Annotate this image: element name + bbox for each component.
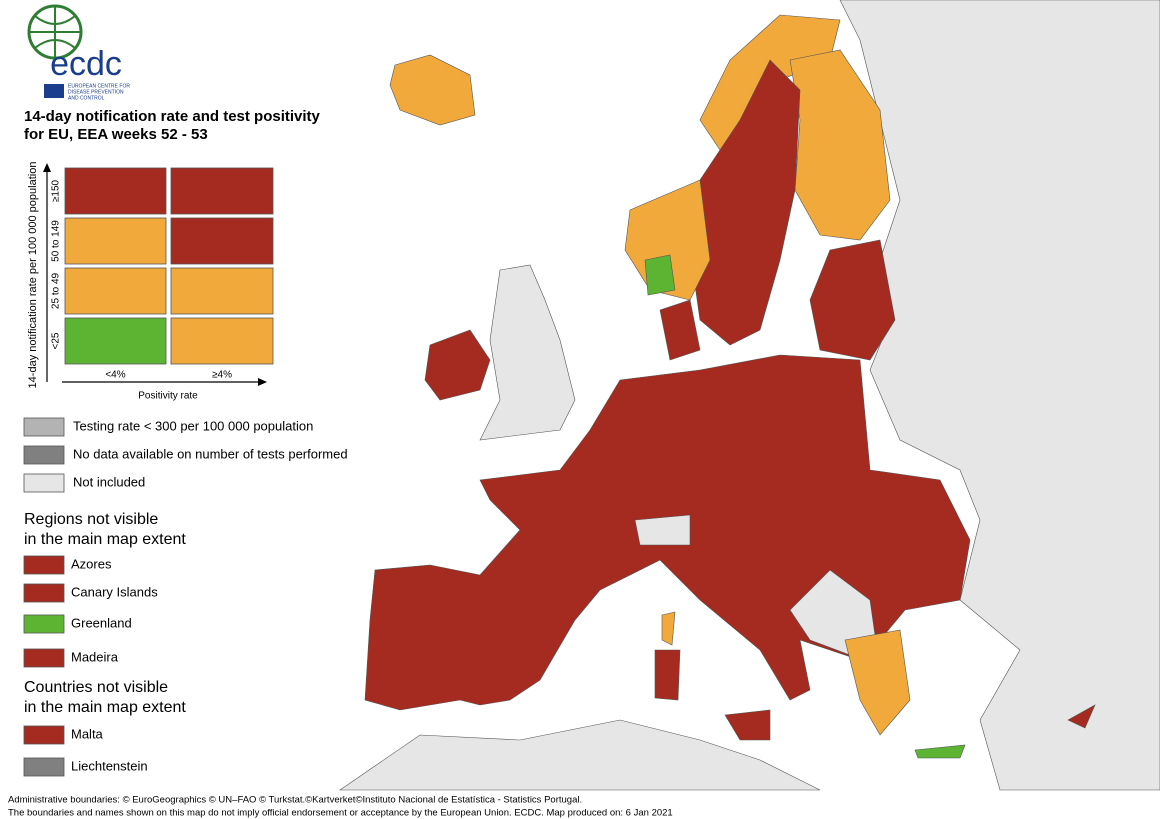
norway-green bbox=[644, 254, 676, 296]
legend-label: No data available on number of tests per… bbox=[73, 446, 348, 461]
x-arrowhead bbox=[258, 378, 267, 386]
not-included-east bbox=[839, 0, 1160, 791]
matrix-cell bbox=[64, 167, 167, 215]
y-arrowhead bbox=[43, 163, 51, 172]
section-title: in the main map extent bbox=[24, 699, 186, 716]
legend-swatch bbox=[23, 473, 65, 493]
title: for EU, EEA weeks 52 - 53 bbox=[24, 126, 208, 143]
matrix-cell bbox=[170, 267, 274, 315]
row-label: 50 to 149 bbox=[51, 220, 62, 262]
greece bbox=[844, 629, 911, 736]
matrix-cell bbox=[170, 317, 274, 365]
legend-swatch bbox=[23, 648, 65, 668]
matrix-cell bbox=[64, 317, 167, 365]
matrix-x-label: Positivity rate bbox=[138, 391, 198, 402]
footer: Administrative boundaries: © EuroGeograp… bbox=[8, 795, 582, 806]
logo-subtitle: EUROPEAN CENTRE FOR bbox=[68, 83, 130, 89]
legend-label: Liechtenstein bbox=[71, 758, 148, 773]
sardinia bbox=[654, 649, 681, 701]
matrix-cell bbox=[64, 267, 167, 315]
legend-label: Azores bbox=[71, 556, 112, 571]
matrix-cell bbox=[64, 217, 167, 265]
logo-subtitle: DISEASE PREVENTION bbox=[68, 89, 124, 95]
logo-grid bbox=[29, 6, 81, 58]
section-title: Countries not visible bbox=[24, 679, 168, 696]
legend-swatch bbox=[23, 725, 65, 745]
finland bbox=[789, 49, 891, 241]
row-label: 25 to 49 bbox=[51, 272, 62, 309]
legend-label: Testing rate < 300 per 100 000 populatio… bbox=[73, 418, 313, 433]
legend-label: Canary Islands bbox=[71, 584, 158, 599]
section-title: in the main map extent bbox=[24, 531, 186, 548]
row-label: <25 bbox=[51, 332, 62, 349]
footer: The boundaries and names shown on this m… bbox=[8, 808, 673, 819]
row-label: ≥150 bbox=[51, 179, 62, 202]
matrix-cell bbox=[170, 167, 274, 215]
legend-label: Greenland bbox=[71, 615, 132, 630]
map bbox=[339, 0, 1160, 791]
not-included-uk bbox=[479, 264, 576, 441]
denmark bbox=[659, 299, 701, 361]
legend-label: Malta bbox=[71, 726, 104, 741]
crete bbox=[914, 744, 966, 759]
legend-swatch bbox=[23, 614, 65, 634]
legend-label: Madeira bbox=[71, 649, 119, 664]
baltics bbox=[809, 239, 896, 361]
logo-name: ecdc bbox=[50, 45, 122, 83]
legend-swatch bbox=[23, 757, 65, 777]
legend-swatch bbox=[23, 445, 65, 465]
eu-flag bbox=[44, 84, 64, 98]
legend-swatch bbox=[23, 583, 65, 603]
legend-label: Not included bbox=[73, 474, 145, 489]
iceland bbox=[389, 54, 476, 126]
switzerland bbox=[634, 514, 691, 546]
logo: ecdc EUROPEAN CENTRE FOR DISEASE PREVENT… bbox=[27, 4, 130, 101]
ireland bbox=[424, 329, 491, 401]
legend-swatch bbox=[23, 417, 65, 437]
sicily bbox=[724, 709, 771, 741]
matrix-y-label: 14-day notification rate per 100 000 pop… bbox=[27, 162, 39, 389]
column-label: <4% bbox=[105, 370, 125, 381]
cyprus bbox=[1067, 704, 1096, 729]
legend-swatch bbox=[23, 555, 65, 575]
not-included-africa bbox=[339, 719, 821, 791]
section-title: Regions not visible bbox=[24, 511, 158, 528]
logo-subtitle: AND CONTROL bbox=[68, 95, 105, 101]
matrix-cell bbox=[170, 217, 274, 265]
title: 14-day notification rate and test positi… bbox=[24, 108, 321, 125]
corsica bbox=[661, 611, 676, 646]
legend: 14-day notification rate per 100 000 pop… bbox=[27, 162, 267, 402]
column-label: ≥4% bbox=[212, 370, 232, 381]
